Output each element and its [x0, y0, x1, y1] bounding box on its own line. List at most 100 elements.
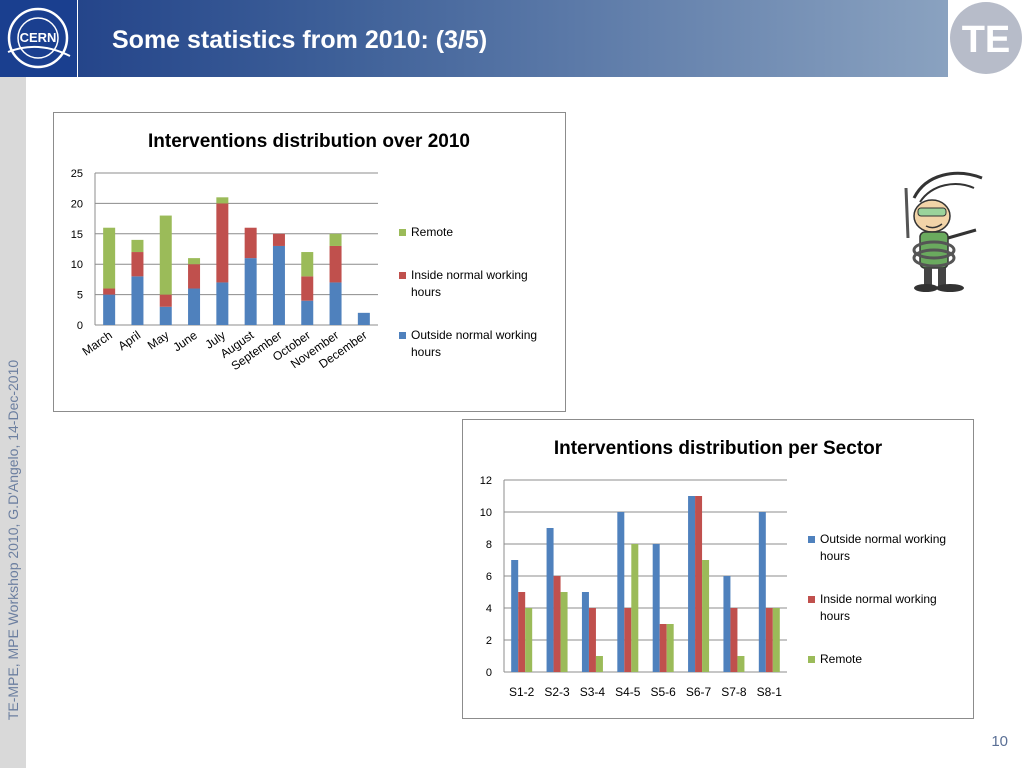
y-tick-label: 5	[77, 290, 83, 302]
page-number: 10	[991, 733, 1008, 750]
bar	[518, 592, 526, 672]
bar	[357, 312, 370, 325]
x-tick-label: S3-4	[580, 685, 606, 699]
bar	[581, 592, 589, 672]
x-tick-label: June	[170, 328, 200, 355]
chart-title: Interventions distribution per Sector	[554, 438, 883, 459]
legend-label: hours	[411, 345, 441, 359]
sector-interventions-chart: Interventions distribution per Sector 0 2 4…	[462, 419, 974, 719]
legend-swatch	[808, 536, 815, 543]
bar	[688, 496, 696, 672]
legend-label: Inside normal working	[820, 592, 937, 606]
legend-label: Outside normal working	[411, 328, 537, 342]
legend-swatch	[399, 272, 406, 279]
legend-label: Remote	[411, 225, 453, 239]
bar	[103, 288, 116, 295]
bar	[301, 252, 314, 277]
legend-label: Outside normal working	[820, 532, 946, 546]
bar	[525, 608, 533, 672]
bar	[588, 608, 596, 672]
x-tick-label: S5-6	[651, 685, 677, 699]
bar	[131, 239, 144, 253]
bar	[329, 233, 342, 246]
bar	[617, 512, 625, 672]
bar	[188, 258, 201, 265]
cern-logo: CERN	[0, 0, 78, 77]
x-tick-label: May	[145, 328, 172, 352]
y-tick-label: 10	[480, 507, 492, 519]
y-tick-label: 15	[71, 229, 83, 241]
bar	[301, 276, 314, 301]
bar	[159, 294, 172, 307]
legend-label: Inside normal working	[411, 268, 528, 282]
y-tick-label: 4	[486, 603, 492, 615]
bar	[723, 576, 731, 672]
bar	[216, 282, 229, 325]
bar	[730, 608, 738, 672]
slide-title: Some statistics from 2010: (3/5)	[112, 26, 488, 54]
y-tick-label: 25	[71, 168, 83, 180]
y-tick-label: 20	[71, 198, 83, 210]
bar	[695, 496, 703, 672]
monthly-chart-svg: Interventions distribution over 2010 0 5 10…	[71, 131, 537, 373]
bar	[244, 227, 257, 259]
bar	[666, 624, 674, 672]
legend-swatch	[399, 229, 406, 236]
bar	[216, 203, 229, 283]
legend-swatch	[808, 596, 815, 603]
x-tick-label: S4-5	[615, 685, 641, 699]
x-tick-label: S6-7	[686, 685, 712, 699]
legend-swatch	[399, 332, 406, 339]
bar	[765, 608, 773, 672]
bar	[159, 215, 172, 295]
bar	[702, 560, 710, 672]
sector-chart-svg: Interventions distribution per Sector 0 2 4…	[480, 438, 946, 699]
bar	[131, 276, 144, 325]
bar	[301, 300, 314, 325]
bar	[272, 233, 285, 246]
x-tick-label: April	[115, 328, 143, 353]
bar	[659, 624, 667, 672]
y-tick-label: 12	[480, 475, 492, 487]
title-bar: CERN Some statistics from 2010: (3/5)	[0, 0, 948, 77]
y-tick-label: 10	[71, 259, 83, 271]
monthly-interventions-chart: Interventions distribution over 2010 0 5 10…	[53, 112, 566, 412]
x-tick-label: S2-3	[544, 685, 570, 699]
bar	[131, 252, 144, 277]
bar	[737, 656, 745, 672]
bar	[103, 227, 116, 289]
bar	[188, 264, 201, 289]
legend-label: hours	[411, 285, 441, 299]
y-tick-label: 2	[486, 635, 492, 647]
bar	[652, 544, 660, 672]
bar	[595, 656, 603, 672]
side-strip	[0, 77, 26, 768]
bar	[244, 258, 257, 325]
chart-title: Interventions distribution over 2010	[148, 131, 470, 152]
y-tick-label: 6	[486, 571, 492, 583]
y-tick-label: 0	[486, 667, 492, 679]
cern-logo-text: CERN	[20, 30, 57, 45]
x-tick-label: March	[80, 328, 115, 359]
bar	[188, 288, 201, 325]
bar	[511, 560, 519, 672]
legend-swatch	[808, 656, 815, 663]
y-tick-label: 0	[77, 320, 83, 332]
x-tick-label: S1-2	[509, 685, 535, 699]
bar	[159, 306, 172, 325]
te-logo: TE	[948, 0, 1024, 77]
bar	[631, 544, 639, 672]
te-logo-text: TE	[962, 19, 1011, 61]
bar	[624, 608, 632, 672]
x-tick-label: S7-8	[721, 685, 747, 699]
bar	[103, 294, 116, 325]
bar	[758, 512, 766, 672]
bar	[772, 608, 780, 672]
bar	[553, 576, 561, 672]
bar	[329, 245, 342, 283]
y-tick-label: 8	[486, 539, 492, 551]
bar	[546, 528, 554, 672]
bar	[329, 282, 342, 325]
legend-label: hours	[820, 609, 850, 623]
side-footer-text: TE-MPE, MPE Workshop 2010, G.D'Angelo, 1…	[5, 359, 21, 721]
